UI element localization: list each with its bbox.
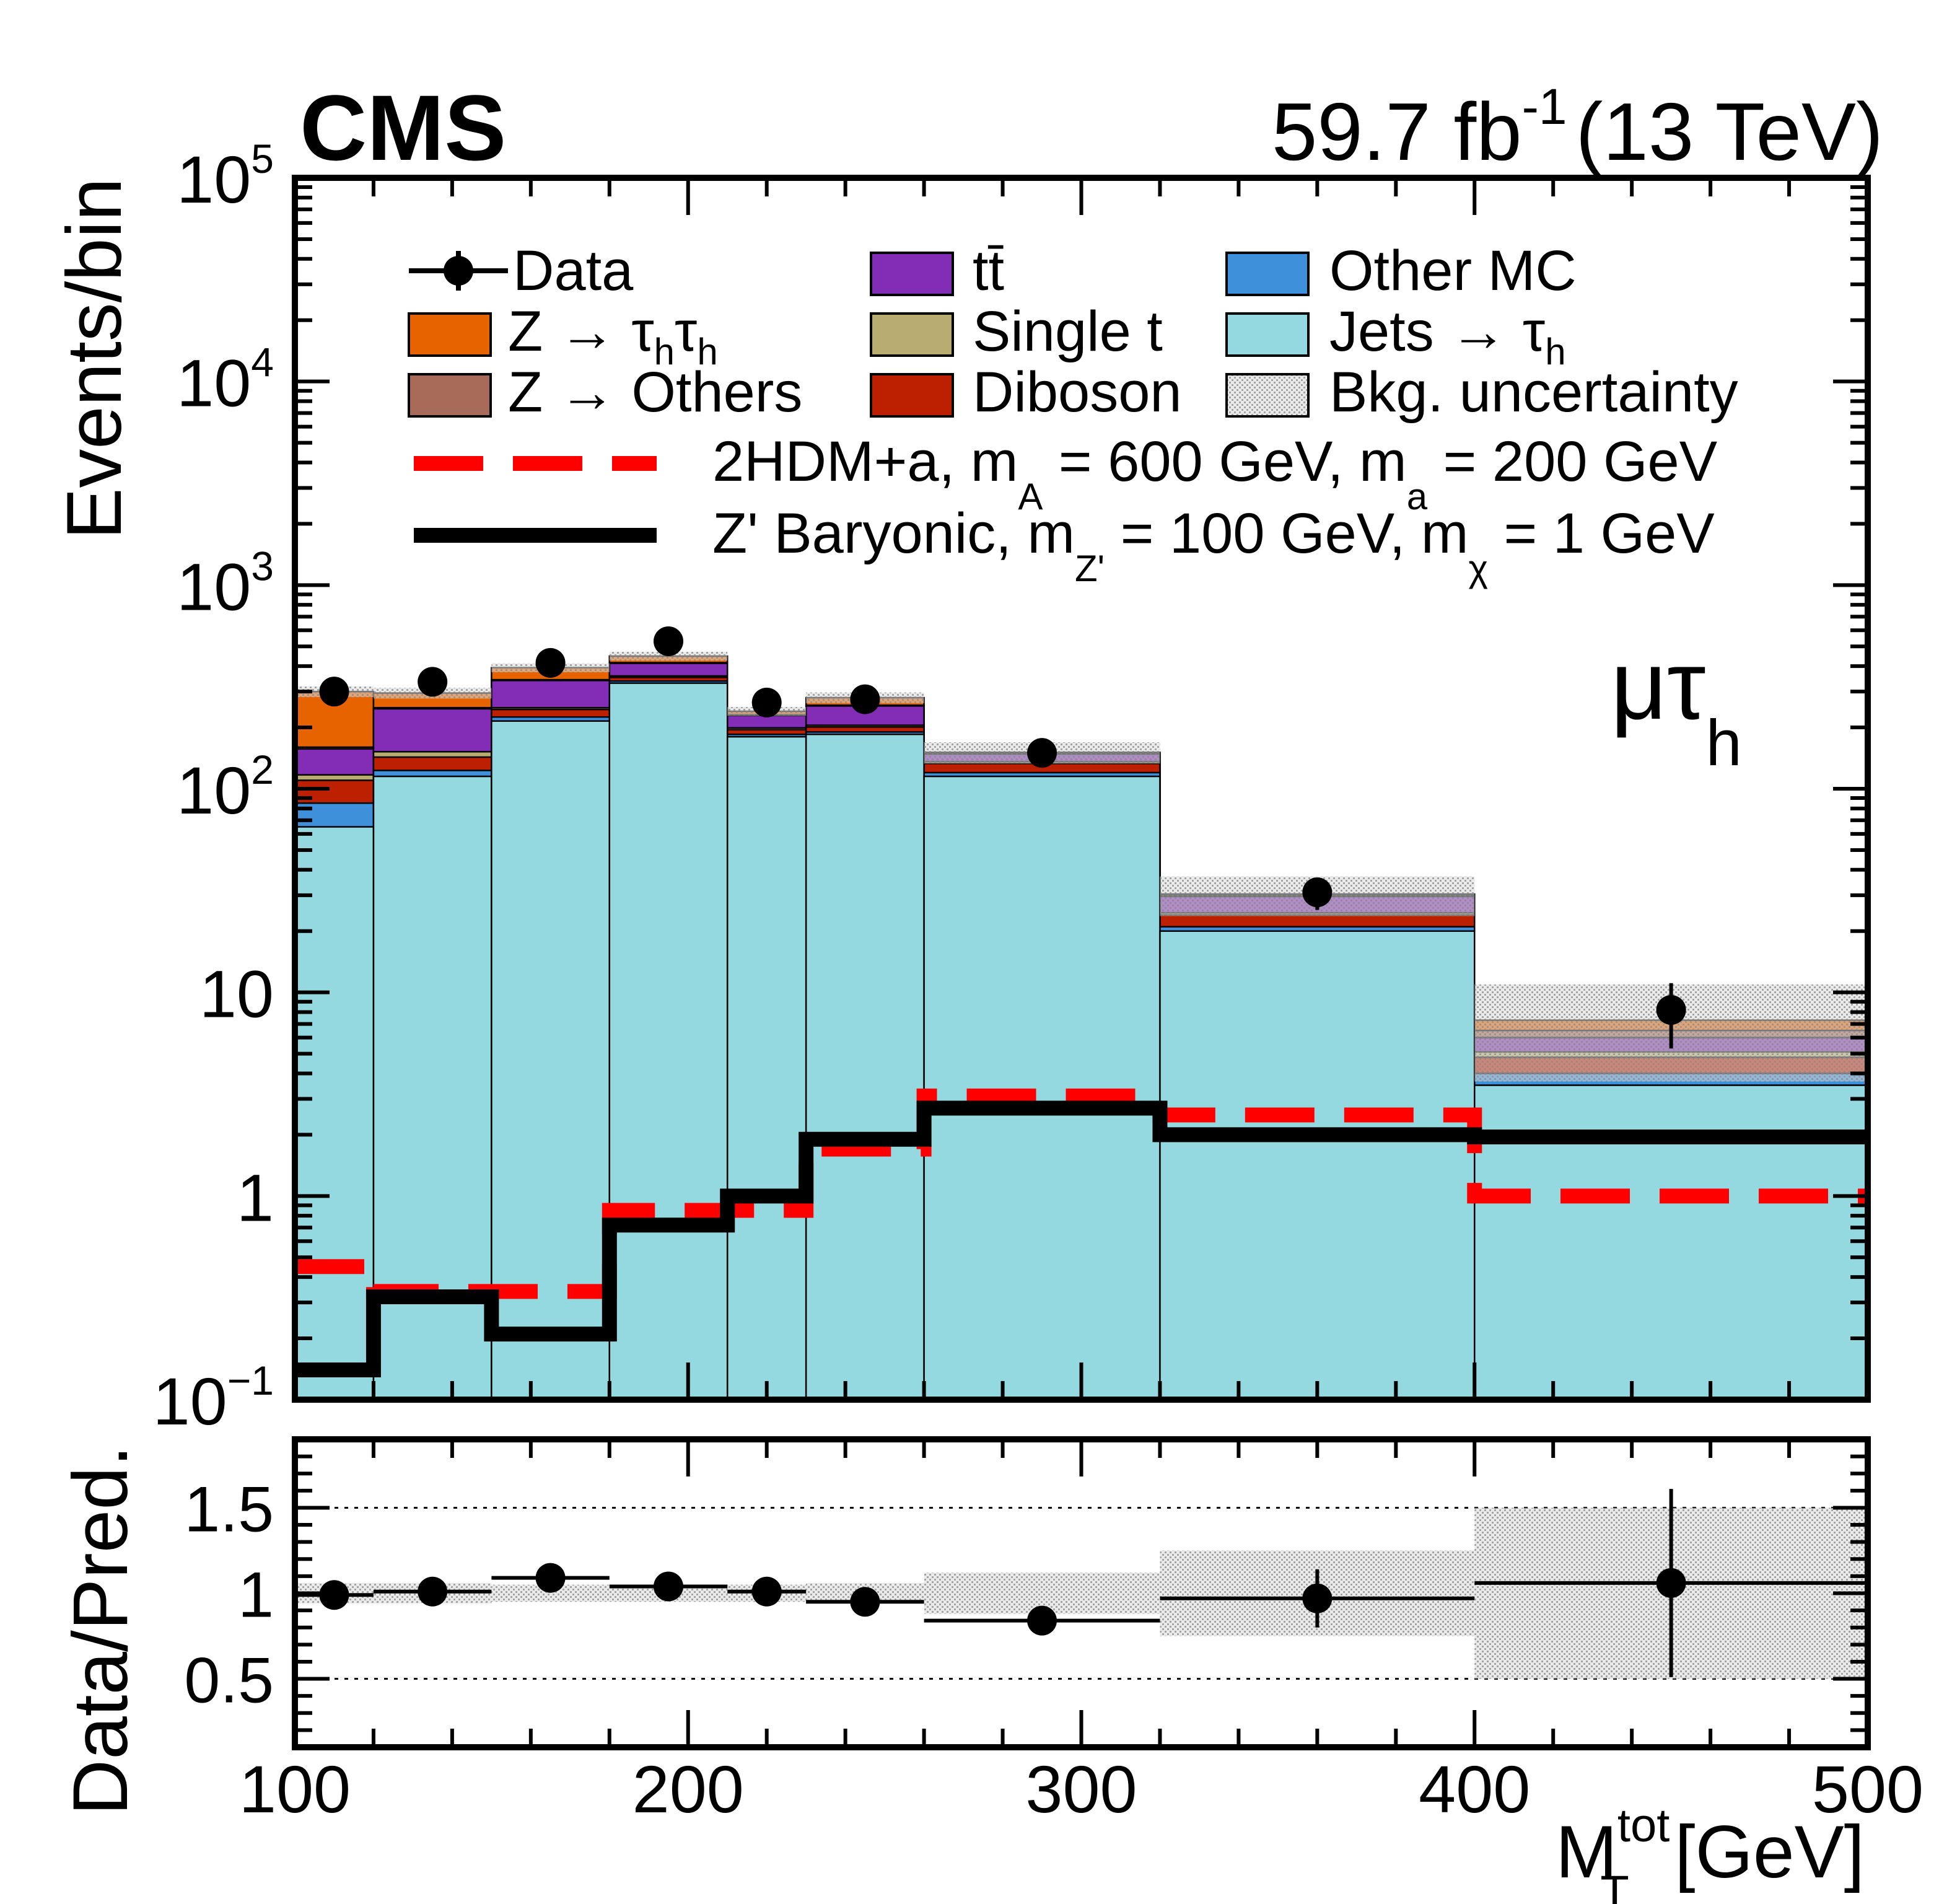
legend-entry-other-mc: Other MC <box>1225 239 1577 302</box>
ratio-point-3 <box>654 1571 684 1602</box>
stack-bar-jets-4 <box>726 735 807 1400</box>
legend-entry-single-t: Single t <box>870 300 1163 363</box>
main-ytick-label-6: 10−1 <box>153 1358 274 1439</box>
stack-bar-jets-1 <box>372 775 492 1400</box>
legend-entry-diboson: Diboson <box>870 361 1182 424</box>
legend-entry-signal-2hdma: 2HDM+a, mA = 600 GeV, ma = 200 GeV <box>414 430 1717 517</box>
ratio-point-7 <box>1302 1583 1333 1613</box>
x-axis-label: Mtot T [GeV] <box>1556 1799 1865 1904</box>
ratio-point-0 <box>319 1580 349 1610</box>
data-point-4 <box>751 687 782 717</box>
channel-subscript: h <box>1705 707 1741 779</box>
bkg-uncertainty-band-3 <box>609 651 728 661</box>
legend-entry-z-others: Z → Others <box>408 361 802 424</box>
energy-value: (13 TeV) <box>1576 86 1883 177</box>
luminosity-exponent: -1 <box>1522 79 1567 135</box>
signal-line-sig_zprime <box>295 1100 1868 1377</box>
main-ytick-label-2: 103 <box>177 543 274 624</box>
legend-entry-signal-zprime: Z' Baryonic, mZ' = 100 GeV, mχ = 1 GeV <box>414 502 1715 589</box>
ratio-plot-panel: 0.5 1 1.5 100 200 300 400 500 Data/Pred. Mtot T… <box>58 1436 1924 1904</box>
ratio-ytick-label-0: 0.5 <box>184 1645 274 1717</box>
legend-label-ttbar: tt̄ <box>973 239 1004 302</box>
x-tick-labels: 100 200 300 400 500 <box>239 1752 1924 1827</box>
legend-label-single-t: Single t <box>973 300 1163 363</box>
legend-label-data: Data <box>513 239 634 302</box>
data-point-3 <box>654 626 684 656</box>
data-point-5 <box>850 684 880 714</box>
main-ytick-label-5: 1 <box>237 1160 274 1235</box>
ratio-y-tick-labels: 0.5 1 1.5 <box>184 1473 274 1716</box>
ratio-point-8 <box>1656 1568 1686 1598</box>
x-tick-label-1: 200 <box>632 1752 744 1827</box>
luminosity-value: 59.7 fb <box>1272 86 1522 177</box>
legend-label-bkg-uncertainty: Bkg. uncertainty <box>1329 361 1738 424</box>
ratio-point-6 <box>1027 1605 1057 1636</box>
legend-label-signal-zprime: Z' Baryonic, mZ' = 100 GeV, mχ = 1 GeV <box>712 502 1715 589</box>
legend-label-diboson: Diboson <box>973 361 1182 424</box>
main-plot-frame <box>292 175 1871 1403</box>
stack-bar-jets-2 <box>491 720 611 1400</box>
data-point-6 <box>1027 738 1057 768</box>
stack-bar-jets-6 <box>923 775 1161 1400</box>
data-point-8 <box>1656 994 1686 1025</box>
ratio-point-2 <box>535 1563 566 1593</box>
legend-label-other-mc: Other MC <box>1329 239 1577 302</box>
stack-bar-jets-5 <box>805 733 925 1400</box>
legend-label-signal-2hdma: 2HDM+a, mA = 600 GeV, ma = 200 GeV <box>712 430 1717 517</box>
ratio-ytick-label-2: 1.5 <box>184 1473 274 1545</box>
channel-tau: τ <box>1667 631 1705 740</box>
data-point-1 <box>418 667 448 697</box>
legend-entry-z-tautau: Z → τhτh <box>408 300 718 372</box>
channel-mu: μ <box>1611 631 1667 740</box>
data-point-2 <box>535 647 566 678</box>
ratio-point-1 <box>418 1576 448 1607</box>
legend: Data tt̄ Other MC Z → τhτh Single t Je <box>408 239 1738 589</box>
main-y-axis-label: Events/bin <box>51 178 138 540</box>
legend-entry-jets: Jets → τh <box>1225 300 1566 372</box>
stack-bar-jets-7 <box>1159 930 1476 1400</box>
luminosity-energy-label: 59.7 fb-1 (13 TeV) <box>1272 79 1883 177</box>
main-ytick-label-0: 105 <box>177 136 274 217</box>
channel-label: μτh <box>1611 631 1742 779</box>
legend-entry-data: Data <box>409 239 634 302</box>
experiment-label: CMS <box>300 76 506 180</box>
ratio-y-axis-label: Data/Pred. <box>58 1445 144 1815</box>
x-tick-label-3: 400 <box>1419 1752 1530 1827</box>
stack-bar-jets-0 <box>295 826 375 1400</box>
main-ytick-label-4: 10 <box>199 957 274 1032</box>
legend-label-z-tautau: Z → τhτh <box>508 300 718 372</box>
legend-label-jets: Jets → τh <box>1329 300 1566 372</box>
x-tick-label-4: 500 <box>1812 1752 1924 1827</box>
x-tick-label-2: 300 <box>1025 1752 1137 1827</box>
ratio-ytick-label-1: 1 <box>238 1560 274 1631</box>
main-ytick-label-1: 104 <box>177 340 274 421</box>
legend-entry-ttbar: tt̄ <box>870 239 1004 302</box>
data-point-0 <box>319 677 349 707</box>
ratio-point-4 <box>751 1576 782 1607</box>
main-ytick-label-3: 102 <box>177 747 274 828</box>
legend-label-z-others: Z → Others <box>508 361 802 424</box>
legend-entry-bkg-uncertainty: Bkg. uncertainty <box>1225 361 1738 424</box>
data-point-7 <box>1302 877 1333 908</box>
ratio-plot-frame <box>292 1436 1871 1750</box>
stack-bar-jets-3 <box>608 682 729 1400</box>
x-tick-label-0: 100 <box>239 1752 351 1827</box>
ratio-point-5 <box>850 1587 880 1617</box>
